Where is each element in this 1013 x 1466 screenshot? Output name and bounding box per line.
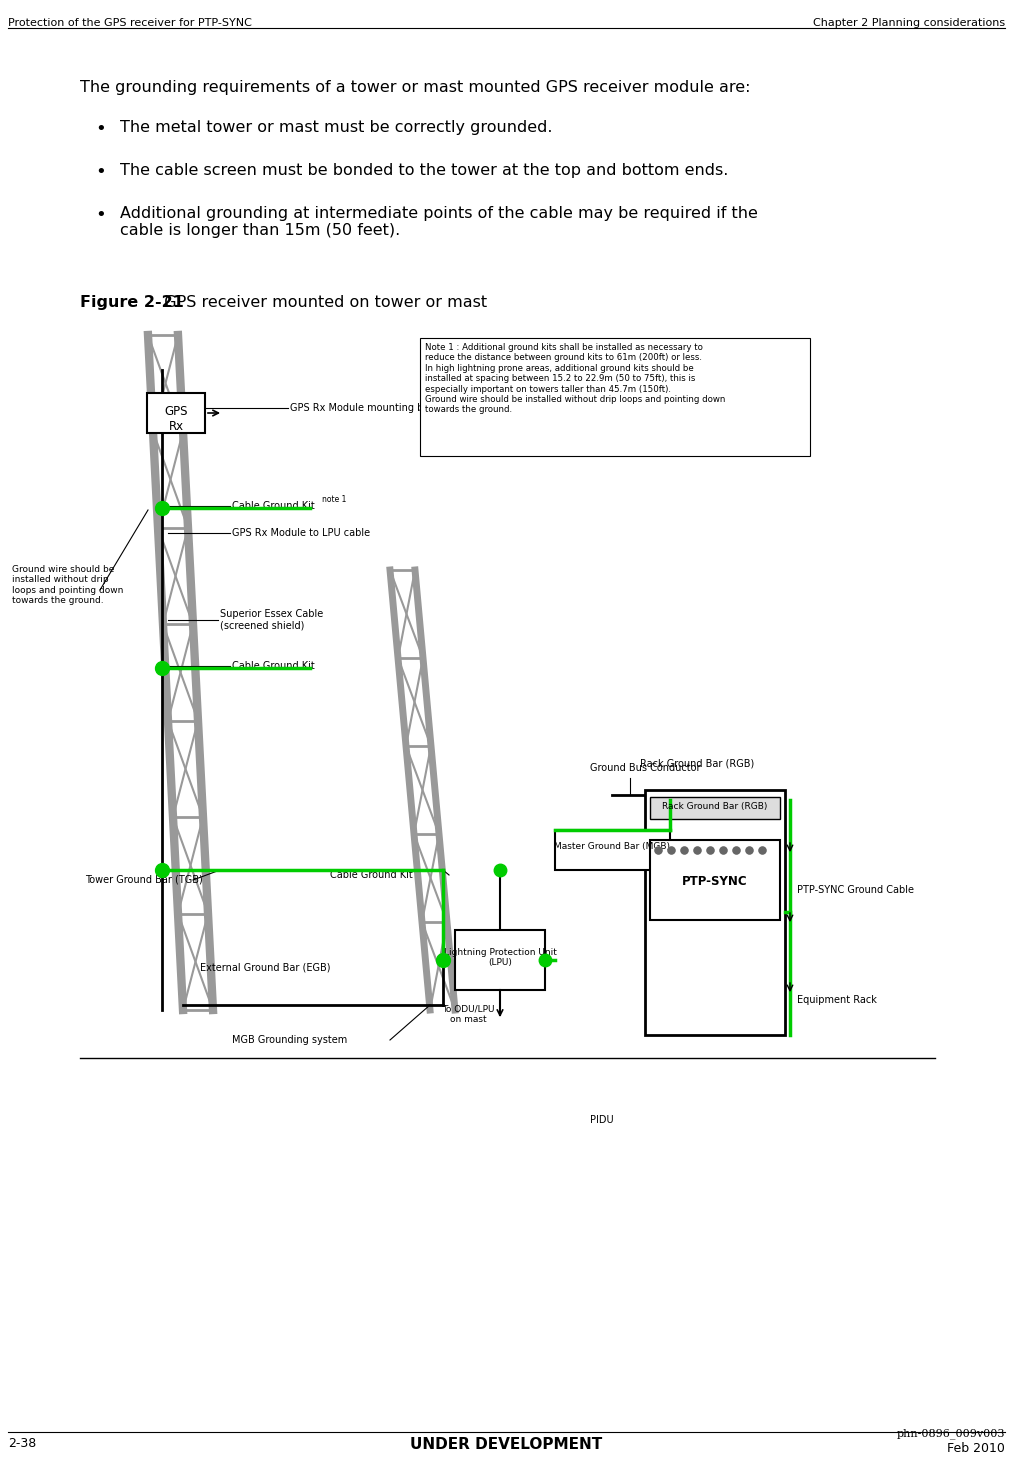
Text: Cable Ground Kit: Cable Ground Kit <box>330 869 412 880</box>
Text: Superior Essex Cable
(screened shield): Superior Essex Cable (screened shield) <box>220 610 323 630</box>
Text: The grounding requirements of a tower or mast mounted GPS receiver module are:: The grounding requirements of a tower or… <box>80 81 751 95</box>
Text: GPS Rx Module to LPU cable: GPS Rx Module to LPU cable <box>232 528 370 538</box>
Bar <box>650 840 780 921</box>
Text: •: • <box>95 207 105 224</box>
Bar <box>555 830 670 869</box>
Text: Cable Ground Kit: Cable Ground Kit <box>232 501 315 512</box>
Bar <box>455 929 545 990</box>
Text: note 1: note 1 <box>322 494 346 503</box>
Text: Rack Ground Bar (RGB): Rack Ground Bar (RGB) <box>663 802 768 811</box>
Text: Rack Ground Bar (RGB): Rack Ground Bar (RGB) <box>640 759 755 770</box>
Text: phn-0896_009v003: phn-0896_009v003 <box>897 1428 1005 1438</box>
Bar <box>420 339 810 456</box>
Text: UNDER DEVELOPMENT: UNDER DEVELOPMENT <box>410 1437 602 1451</box>
Bar <box>650 798 780 819</box>
Text: External Ground Bar (EGB): External Ground Bar (EGB) <box>200 963 330 973</box>
Text: Cable Ground Kit: Cable Ground Kit <box>232 661 315 671</box>
Text: GPS receiver mounted on tower or mast: GPS receiver mounted on tower or mast <box>154 295 487 309</box>
Text: Chapter 2 Planning considerations: Chapter 2 Planning considerations <box>812 18 1005 28</box>
Text: MGB Grounding system: MGB Grounding system <box>232 1035 347 1045</box>
Text: Feb 2010: Feb 2010 <box>947 1443 1005 1454</box>
Text: The metal tower or mast must be correctly grounded.: The metal tower or mast must be correctl… <box>120 120 552 135</box>
Text: •: • <box>95 163 105 180</box>
Text: GPS Rx Module mounting bracket: GPS Rx Module mounting bracket <box>290 403 454 413</box>
Text: The cable screen must be bonded to the tower at the top and bottom ends.: The cable screen must be bonded to the t… <box>120 163 728 177</box>
Bar <box>147 393 205 432</box>
Text: To ODU/LPU
on mast: To ODU/LPU on mast <box>442 1006 494 1025</box>
Text: Additional grounding at intermediate points of the cable may be required if the
: Additional grounding at intermediate poi… <box>120 207 758 239</box>
Text: GPS
Rx: GPS Rx <box>164 405 187 432</box>
Text: PTP-SYNC: PTP-SYNC <box>682 875 748 888</box>
Text: PIDU: PIDU <box>590 1116 614 1124</box>
Text: Protection of the GPS receiver for PTP-SYNC: Protection of the GPS receiver for PTP-S… <box>8 18 252 28</box>
Text: Equipment Rack: Equipment Rack <box>797 995 877 1006</box>
Text: Master Ground Bar (MGB): Master Ground Bar (MGB) <box>554 841 670 850</box>
Text: Note 1 : Additional ground kits shall be installed as necessary to
reduce the di: Note 1 : Additional ground kits shall be… <box>425 343 725 415</box>
Text: Figure 2-21: Figure 2-21 <box>80 295 184 309</box>
Text: •: • <box>95 120 105 138</box>
Bar <box>645 790 785 1035</box>
Text: Lightning Protection Unit
(LPU): Lightning Protection Unit (LPU) <box>444 949 556 968</box>
Text: Ground wire should be
installed without drip
loops and pointing down
towards the: Ground wire should be installed without … <box>12 564 124 605</box>
Text: Ground Bus Conductor: Ground Bus Conductor <box>590 762 701 773</box>
Text: Tower Ground Bar (TGB): Tower Ground Bar (TGB) <box>85 875 203 885</box>
Text: 2-38: 2-38 <box>8 1437 36 1450</box>
Text: PTP-SYNC Ground Cable: PTP-SYNC Ground Cable <box>797 885 914 896</box>
